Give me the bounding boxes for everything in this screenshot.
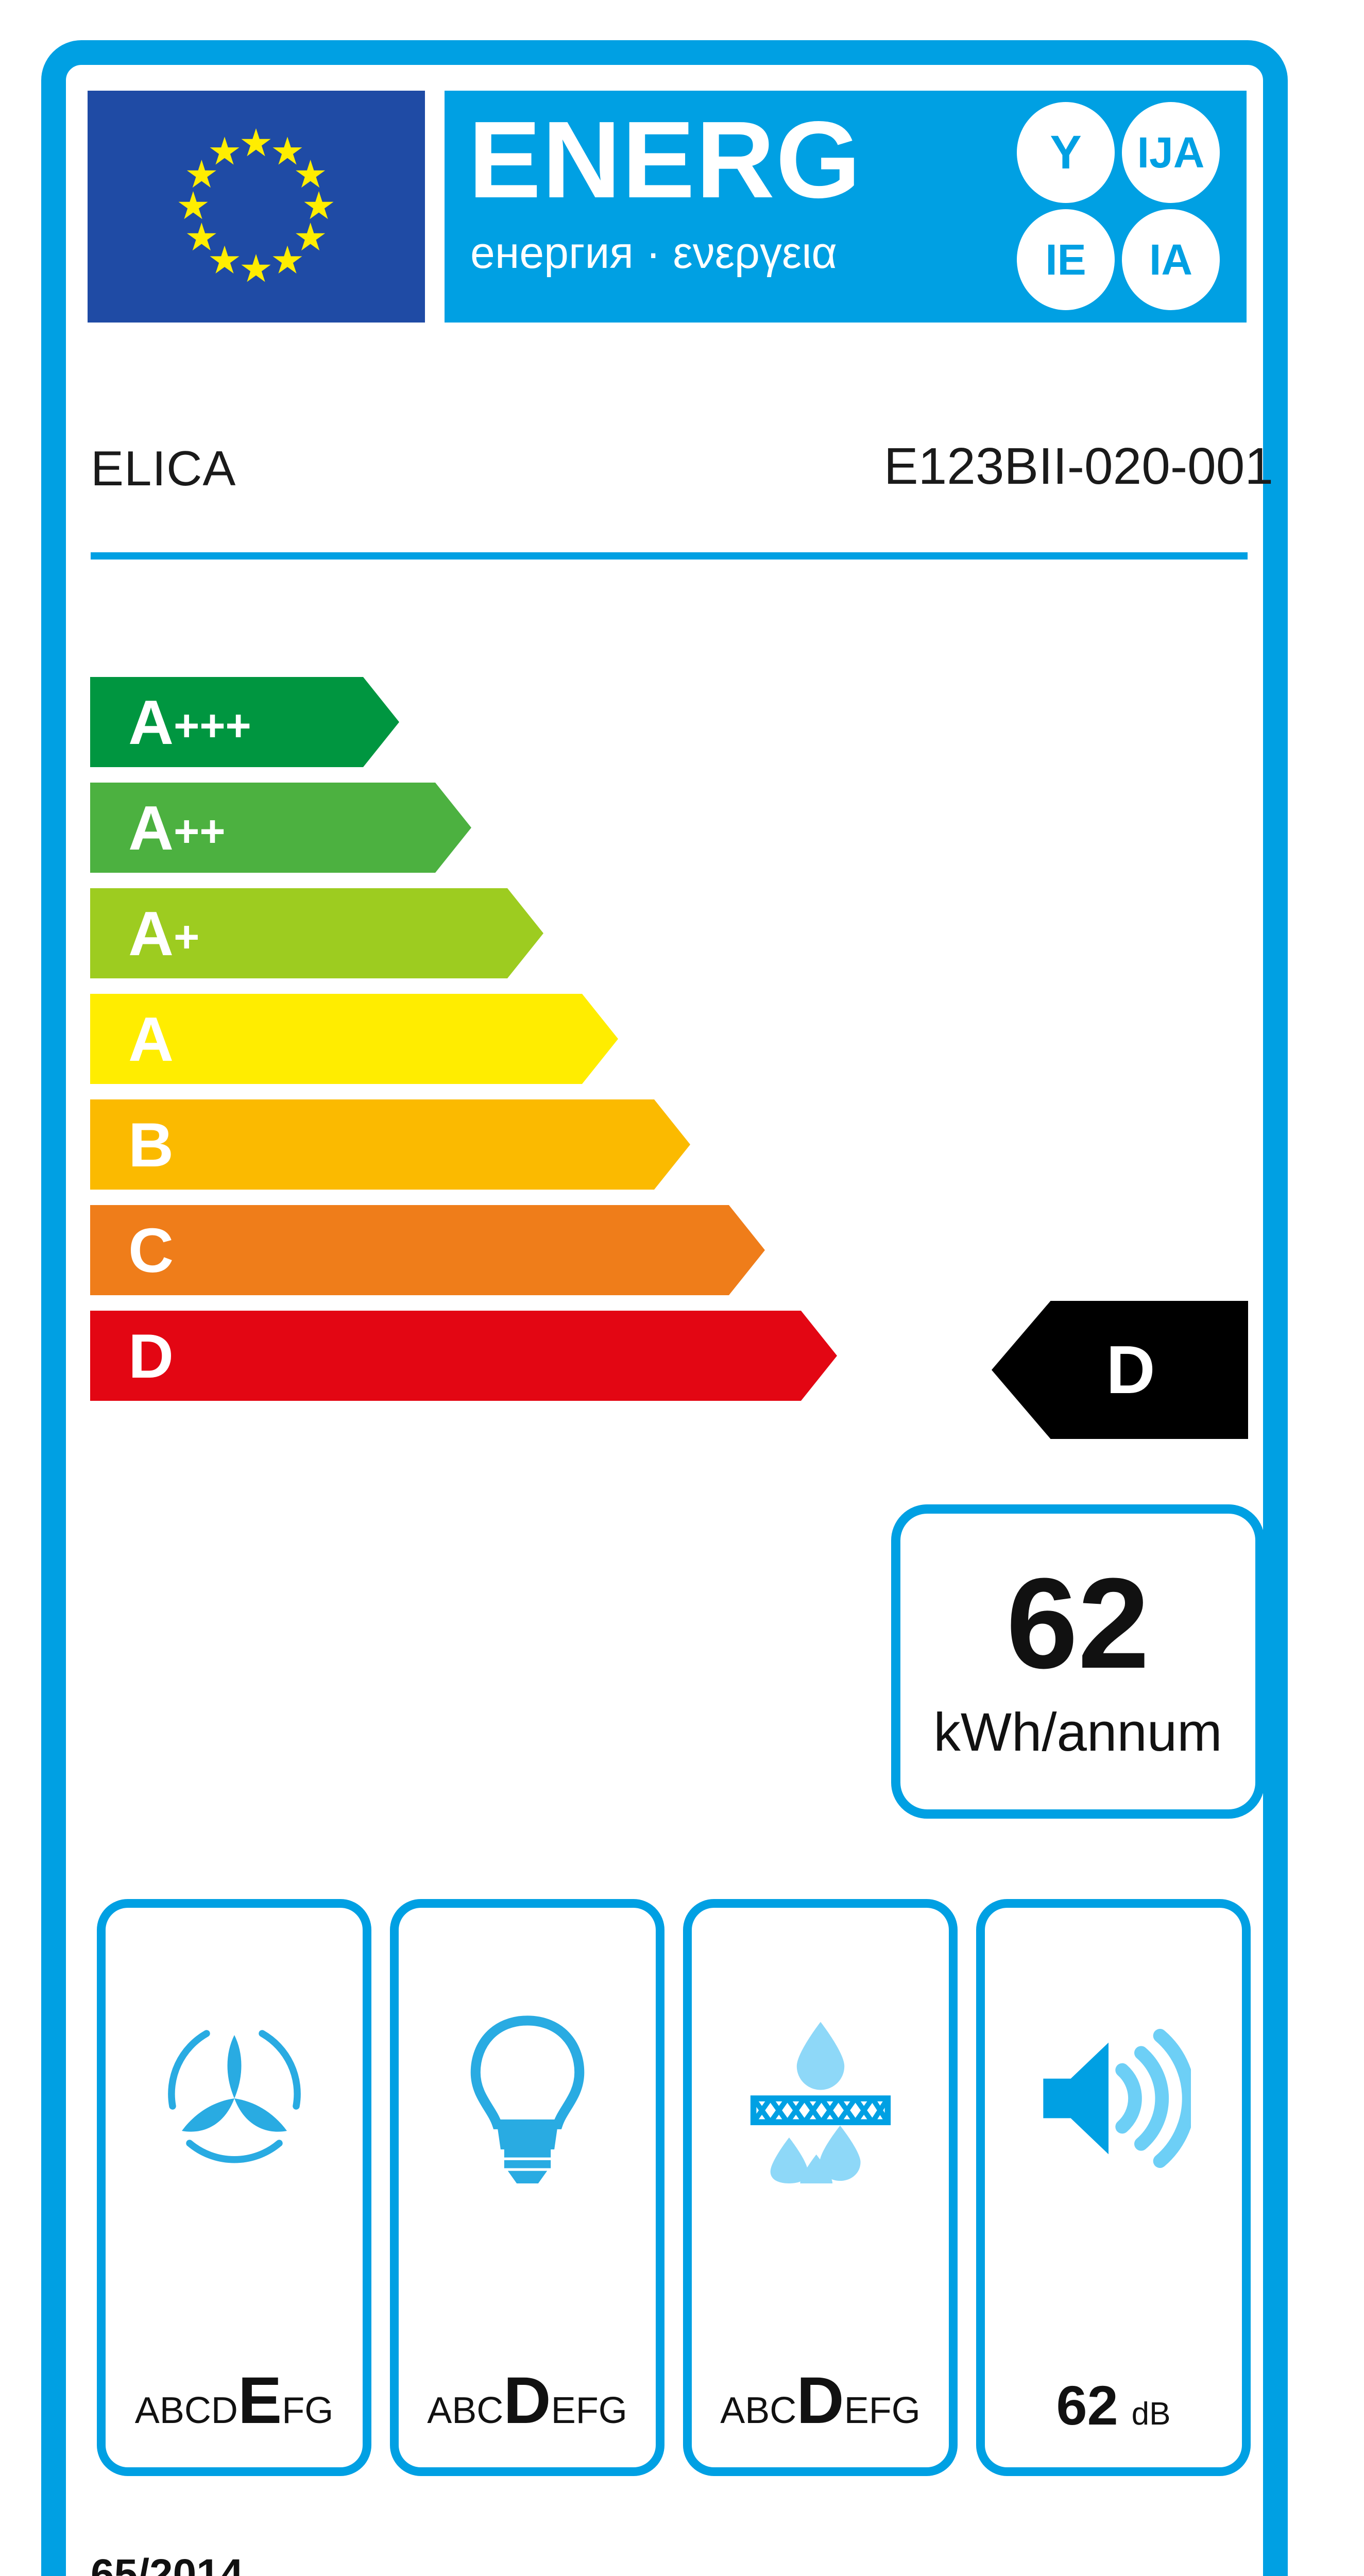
energy-rating-arrow: D bbox=[992, 1301, 1248, 1439]
energy-class-plus: + bbox=[174, 912, 200, 962]
energy-class-arrow: A+ bbox=[90, 888, 543, 978]
model-identifier: E123BII-020-001 bbox=[883, 437, 1273, 495]
grease-filtering-efficiency-box: ABCDEFG bbox=[683, 1899, 958, 2476]
scale-prefix: ABC bbox=[720, 2390, 797, 2431]
fan-icon bbox=[155, 2001, 314, 2196]
energy-class-label: D bbox=[128, 1320, 174, 1391]
annual-consumption-unit: kWh/annum bbox=[933, 1702, 1222, 1762]
lighting-efficiency-scale: ABCDEFG bbox=[399, 2368, 656, 2434]
language-circle-ia: IA bbox=[1122, 209, 1220, 310]
energy-class-label: A++ bbox=[128, 792, 226, 863]
energy-class-arrow: A++ bbox=[90, 783, 471, 873]
feature-boxes: ABCDEFG ABCDEFG bbox=[97, 1899, 1251, 2476]
fluid-dynamic-efficiency-box: ABCDEFG bbox=[97, 1899, 371, 2476]
label-header: ENERG енергия · ενεργεια Y IJA IE IA bbox=[88, 91, 1247, 323]
supplier-brand: ELICA bbox=[91, 441, 236, 496]
energy-class-label: C bbox=[128, 1215, 174, 1285]
fluid-dynamic-efficiency-scale: ABCDEFG bbox=[106, 2368, 363, 2434]
speaker-icon bbox=[1034, 2001, 1194, 2196]
scale-highlight: D bbox=[796, 2364, 844, 2437]
regulation-number: 65/2014 bbox=[91, 2551, 244, 2576]
energ-wordmark: ENERG bbox=[468, 98, 862, 221]
energy-class-arrow: A+++ bbox=[90, 677, 399, 767]
noise-value: 62 bbox=[1056, 2374, 1118, 2436]
header-divider bbox=[91, 552, 1248, 560]
noise-level-box: 62 dB bbox=[976, 1899, 1251, 2476]
energy-class-arrow: B bbox=[90, 1099, 690, 1190]
scale-prefix: ABCD bbox=[134, 2390, 238, 2431]
annual-consumption-value: 62 bbox=[1006, 1551, 1150, 1695]
energ-wordmark-block: ENERG енергия · ενεργεια Y IJA IE IA bbox=[445, 91, 1247, 323]
language-circle-ie: IE bbox=[1017, 209, 1115, 310]
scale-highlight: D bbox=[503, 2364, 551, 2437]
grease-filtering-efficiency-scale: ABCDEFG bbox=[692, 2368, 949, 2434]
energy-class-arrow: A bbox=[90, 994, 618, 1084]
scale-highlight: E bbox=[237, 2364, 282, 2437]
energy-class-arrow: D bbox=[90, 1311, 837, 1401]
language-circle-y: Y bbox=[1017, 102, 1115, 203]
language-circles: Y IJA IE IA bbox=[1017, 102, 1233, 310]
scale-suffix: EFG bbox=[844, 2390, 920, 2431]
scale-suffix: EFG bbox=[551, 2390, 627, 2431]
grease-filter-icon bbox=[741, 2001, 900, 2196]
energy-class-arrow: C bbox=[90, 1205, 765, 1295]
annual-consumption-box: 62 kWh/annum bbox=[891, 1504, 1265, 1819]
energy-rating-letter: D bbox=[1106, 1332, 1155, 1408]
energy-class-label: A+++ bbox=[128, 687, 251, 757]
energy-class-label: A+ bbox=[128, 898, 200, 969]
energy-class-scale: A+++ A++ A+ A B C D bbox=[90, 677, 863, 1409]
language-circle-ija: IJA bbox=[1122, 102, 1220, 203]
energy-class-plus: +++ bbox=[174, 701, 251, 751]
scale-prefix: ABC bbox=[427, 2390, 504, 2431]
energy-class-label: A bbox=[128, 1004, 174, 1074]
noise-unit: dB bbox=[1131, 2396, 1171, 2432]
energ-subtitle: енергия · ενεργεια bbox=[470, 228, 838, 278]
energy-class-label: B bbox=[128, 1109, 174, 1180]
lighting-efficiency-box: ABCDEFG bbox=[390, 1899, 664, 2476]
eu-flag-icon bbox=[88, 91, 425, 323]
scale-suffix: FG bbox=[282, 2390, 334, 2431]
lightbulb-icon bbox=[448, 2001, 607, 2196]
noise-level-scale: 62 dB bbox=[985, 2378, 1242, 2433]
energy-class-plus: ++ bbox=[174, 806, 226, 856]
